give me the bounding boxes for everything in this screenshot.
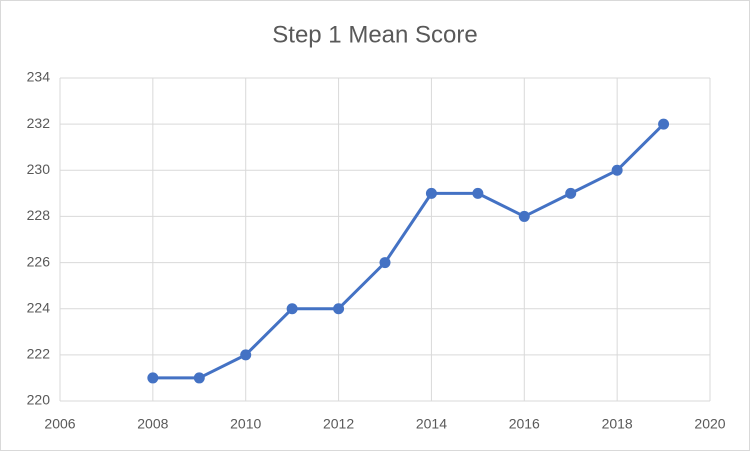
series-line: [152, 123, 665, 380]
point: [658, 118, 670, 130]
point: [379, 257, 391, 269]
point: [240, 349, 252, 361]
x-tick-label: 2012: [323, 416, 354, 432]
y-tick-label: 224: [27, 299, 51, 315]
x-tick-label: 2018: [602, 416, 633, 432]
point: [472, 187, 484, 199]
x-tick-label: 2008: [137, 416, 168, 432]
chart-title: Step 1 Mean Score: [272, 21, 477, 48]
x-tick-label: 2016: [509, 416, 540, 432]
y-tick-label: 230: [27, 161, 51, 177]
x-tick-label: 2014: [416, 416, 447, 432]
point: [425, 187, 437, 199]
point: [611, 164, 623, 176]
point: [286, 303, 298, 315]
y-tick-label: 226: [27, 253, 51, 269]
x-tick-label: 2006: [44, 416, 75, 432]
point: [147, 372, 159, 384]
y-tick-label: 228: [27, 207, 51, 223]
y-tick-label: 220: [27, 392, 51, 408]
point: [193, 372, 205, 384]
point: [333, 303, 345, 315]
y-tick-label: 232: [27, 115, 51, 131]
x-tick-label: 2020: [694, 416, 725, 432]
point: [565, 187, 577, 199]
point: [518, 210, 530, 222]
y-tick-label: 222: [27, 346, 51, 362]
x-tick-label: 2010: [230, 416, 261, 432]
y-tick-label: 234: [27, 69, 51, 85]
